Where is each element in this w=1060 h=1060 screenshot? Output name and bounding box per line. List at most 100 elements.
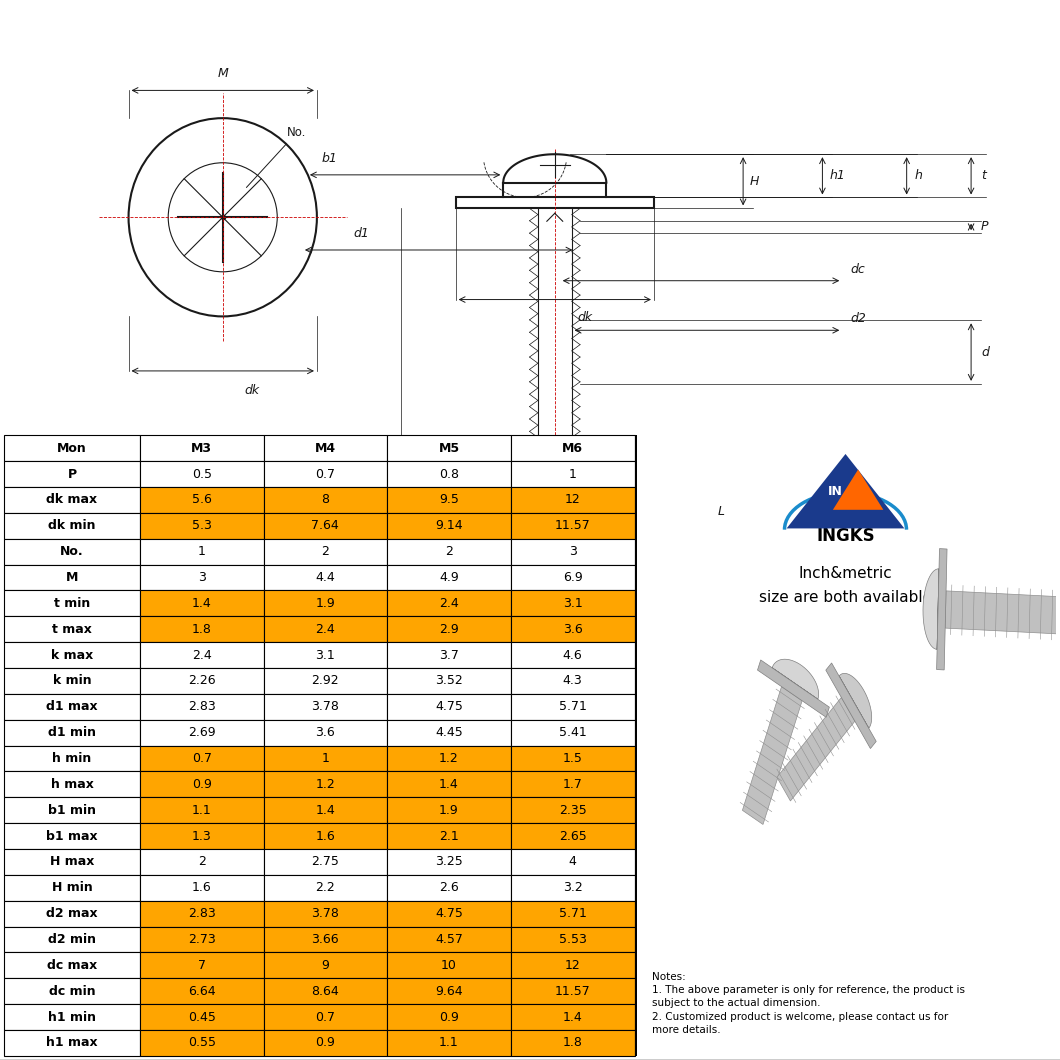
Text: 5.41: 5.41 [559,726,586,739]
Bar [140,926,264,953]
Text: d1 min: d1 min [48,726,96,739]
Text: 0.8: 0.8 [439,467,459,480]
Polygon shape [833,470,883,510]
Text: No.: No. [60,545,84,559]
Bar [140,642,264,668]
Text: t min: t min [54,597,90,610]
Polygon shape [826,662,877,748]
Text: Inch&metric: Inch&metric [798,566,893,581]
Bar [140,513,264,538]
Text: 1.2: 1.2 [439,752,459,765]
Text: M6: M6 [562,442,583,455]
Text: 3: 3 [198,571,206,584]
Bar [4,926,140,953]
Text: 2.65: 2.65 [559,830,586,843]
Text: d2: d2 [850,313,866,325]
Text: 1.4: 1.4 [316,803,335,816]
Bar [511,694,635,720]
Bar [4,1030,140,1056]
Text: 11.57: 11.57 [554,519,590,532]
Bar [387,436,511,461]
Text: 1.4: 1.4 [192,597,212,610]
Bar [387,745,511,772]
Polygon shape [946,590,1060,635]
Text: h: h [915,170,922,182]
Text: 1.4: 1.4 [563,1010,583,1024]
Text: INGKS: INGKS [816,527,874,545]
Bar [511,849,635,874]
Text: d2 min: d2 min [48,933,96,946]
Bar [140,436,264,461]
Text: 2.26: 2.26 [188,674,215,688]
Bar [264,1030,387,1056]
Text: 1.4: 1.4 [439,778,459,791]
Text: k min: k min [53,674,91,688]
Bar [511,978,635,1004]
Bar [264,797,387,824]
Text: 0.9: 0.9 [192,778,212,791]
Bar [387,513,511,538]
Bar [4,824,140,849]
Text: 1.8: 1.8 [192,623,212,636]
Bar [4,901,140,926]
Text: 4.75: 4.75 [435,701,463,713]
Text: 4.57: 4.57 [435,933,463,946]
Text: 4.3: 4.3 [563,674,583,688]
Text: size are both available: size are both available [759,590,932,605]
Text: dc: dc [850,263,865,276]
Text: b1: b1 [322,152,338,165]
Bar [140,797,264,824]
Polygon shape [777,697,854,801]
Text: M5: M5 [439,442,460,455]
Text: 6.9: 6.9 [563,571,583,584]
Bar [264,513,387,538]
Text: P: P [68,467,76,480]
Text: dc min: dc min [49,985,95,997]
Text: 2: 2 [321,545,330,559]
Text: 6.64: 6.64 [188,985,215,997]
Text: 2.35: 2.35 [559,803,586,816]
Bar [264,926,387,953]
Bar [387,590,511,616]
Text: 5.3: 5.3 [192,519,212,532]
Text: 2.69: 2.69 [188,726,215,739]
Bar [511,642,635,668]
Bar [387,642,511,668]
Bar [4,616,140,642]
Bar [635,436,637,1056]
Bar [4,849,140,874]
Text: M3: M3 [191,442,212,455]
Text: d: d [980,346,989,358]
Bar [140,565,264,590]
Text: 0.45: 0.45 [188,1010,215,1024]
Text: 3.2: 3.2 [563,881,583,895]
Text: IN: IN [828,484,843,498]
Bar [387,849,511,874]
Bar [511,824,635,849]
Text: dc max: dc max [47,959,98,972]
Text: dk: dk [245,384,260,396]
Text: 4.45: 4.45 [436,726,463,739]
Text: 10: 10 [441,959,457,972]
Bar [264,565,387,590]
Text: 2.83: 2.83 [188,907,215,920]
Text: P: P [980,220,989,233]
Text: 0.7: 0.7 [315,1010,335,1024]
Text: Mon: Mon [57,442,87,455]
Text: t max: t max [52,623,92,636]
Bar [140,1030,264,1056]
Bar [4,590,140,616]
Bar [511,797,635,824]
Text: M: M [217,68,228,81]
Bar [264,487,387,513]
Bar [4,874,140,901]
Text: 2.4: 2.4 [192,649,212,661]
Text: d2 max: d2 max [47,907,98,920]
Bar [387,461,511,487]
Text: 2: 2 [198,855,206,868]
Bar [140,953,264,978]
Bar [4,953,140,978]
Text: h1: h1 [829,170,845,182]
Text: 2.6: 2.6 [439,881,459,895]
Text: 1: 1 [198,545,206,559]
